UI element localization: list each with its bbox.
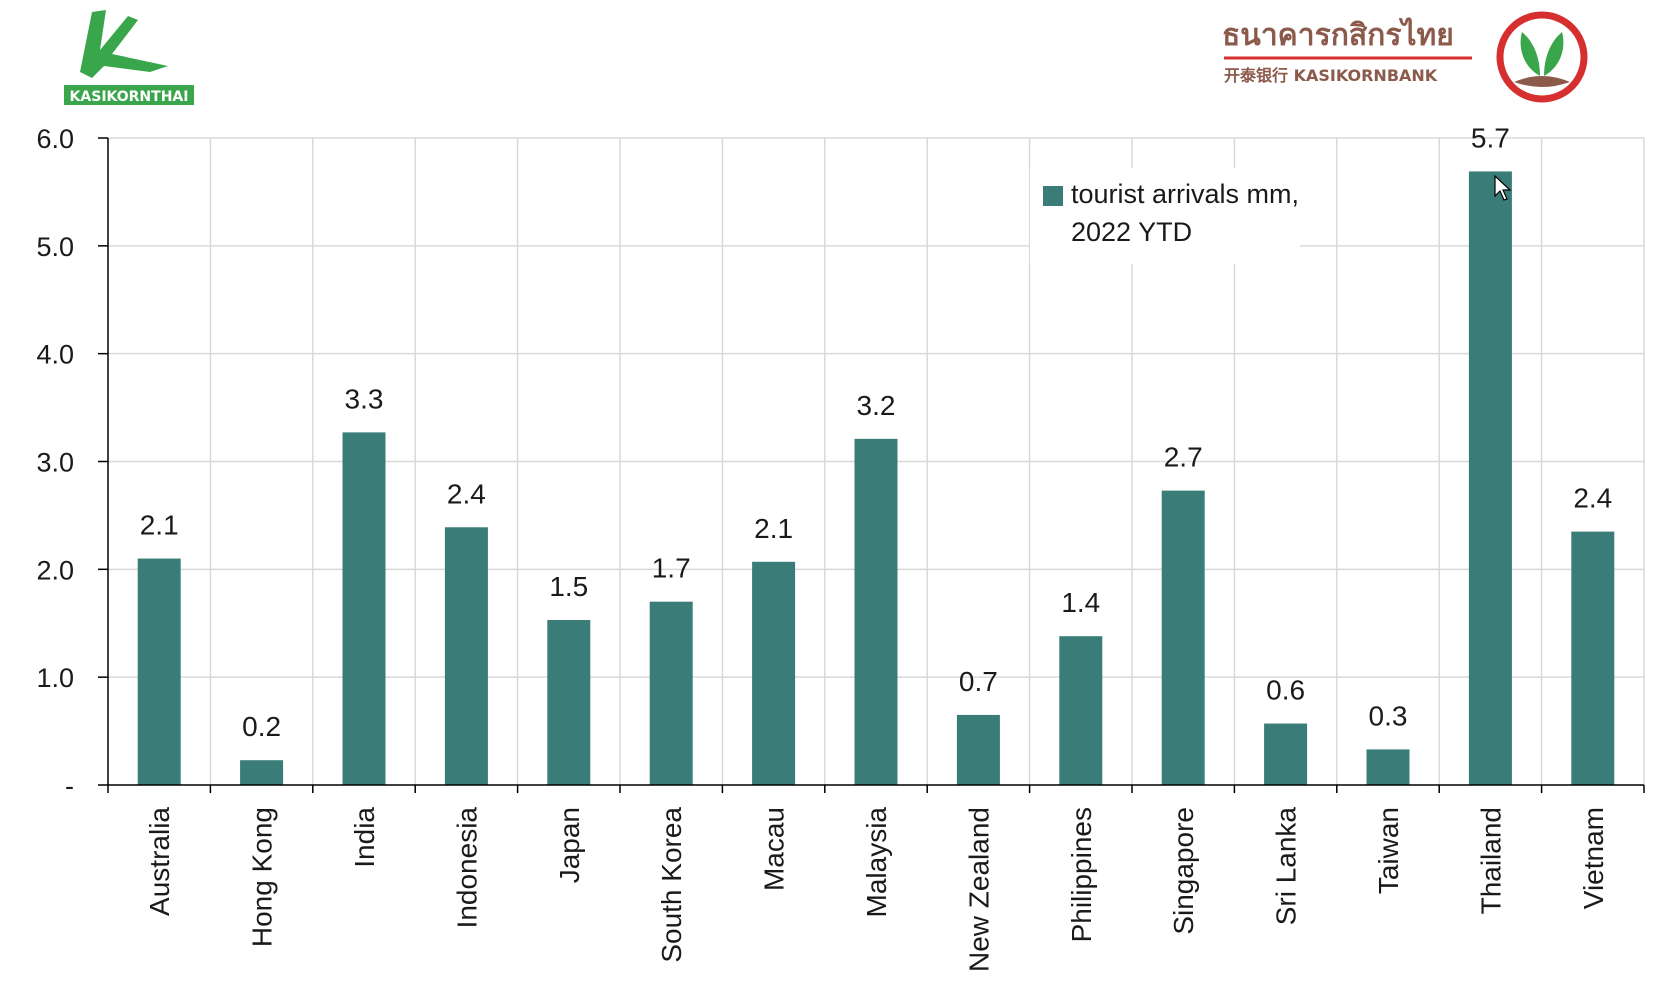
x-tick-label: Vietnam: [1578, 807, 1609, 909]
x-tick-label: Indonesia: [451, 807, 482, 929]
legend-background: [1030, 168, 1300, 264]
bar-sri-lanka: [1264, 723, 1308, 785]
bar-singapore: [1161, 490, 1205, 785]
y-tick-label: 5.0: [36, 232, 74, 262]
data-label: 0.7: [959, 666, 998, 697]
logo-emblem-leaf-left: [1520, 32, 1540, 76]
data-label: 3.3: [345, 383, 384, 414]
x-tick-label: South Korea: [656, 807, 687, 963]
y-tick-label: 1.0: [36, 663, 74, 693]
data-label: 2.1: [140, 510, 179, 541]
x-tick-label: Malaysia: [861, 807, 892, 918]
bar-macau: [752, 561, 796, 785]
x-tick-label: Philippines: [1066, 807, 1097, 942]
x-tick-label: Macau: [759, 807, 790, 891]
x-tick-label: Sri Lanka: [1271, 807, 1302, 926]
bar-taiwan: [1366, 749, 1410, 785]
x-tick-label: India: [349, 807, 380, 868]
bars: [137, 171, 1615, 785]
data-label: 1.4: [1061, 587, 1100, 618]
bar-indonesia: [444, 527, 488, 785]
bar-thailand: [1468, 171, 1512, 785]
bar-india: [342, 432, 386, 785]
data-label: 0.2: [242, 711, 281, 742]
x-tick-label: Taiwan: [1373, 807, 1404, 894]
cursor-icon: [1494, 174, 1512, 201]
x-tick-label: New Zealand: [963, 807, 994, 972]
legend-label-line1: tourist arrivals mm,: [1071, 179, 1299, 209]
data-label: 2.1: [754, 513, 793, 544]
data-label: 5.7: [1471, 122, 1510, 153]
x-tick-label: Japan: [554, 807, 585, 883]
legend-swatch: [1043, 186, 1063, 206]
y-tick-label: 6.0: [36, 124, 74, 154]
bar-vietnam: [1571, 531, 1615, 785]
x-tick-label: Australia: [144, 807, 175, 916]
data-label: 2.7: [1164, 442, 1203, 473]
kasikornthai-logo: KASIKORNTHAI: [64, 10, 194, 105]
x-tick-label: Hong Kong: [247, 807, 278, 947]
data-label: 0.3: [1369, 700, 1408, 731]
data-label: 0.6: [1266, 675, 1305, 706]
data-labels: 2.1 0.2 3.3 2.4 1.5 1.7 2.1 3.2 0.7 1.4 2.7 0.6 0.3 5…: [140, 122, 1613, 742]
y-tick-label: 3.0: [36, 448, 74, 478]
y-axis: - 1.0 2.0 3.0 4.0 5.0 6.0: [36, 124, 109, 801]
logo-label-box: [64, 85, 194, 105]
bar-philippines: [1059, 636, 1103, 785]
logo-k-mark: [80, 10, 168, 78]
x-tick-label: Singapore: [1168, 807, 1199, 935]
data-label: 2.4: [1573, 483, 1612, 514]
legend: tourist arrivals mm, 2022 YTD: [1030, 168, 1300, 264]
bar-australia: [137, 558, 181, 785]
x-axis: Australia Hong Kong India Indonesia Japan Sou…: [107, 784, 1645, 972]
data-label: 3.2: [857, 390, 896, 421]
y-tick-label: 2.0: [36, 555, 74, 585]
bar-malaysia: [854, 438, 898, 785]
bar-south-korea: [649, 601, 693, 785]
y-tick-label: 4.0: [36, 340, 74, 370]
kasikornbank-logo: ธนาคารกสิกรไทย 开泰银行 KASIKORNBANK: [1222, 11, 1588, 103]
data-label: 1.5: [549, 571, 588, 602]
bar-new-zealand: [956, 714, 1000, 785]
bar-hong-kong: [240, 760, 284, 785]
bar-japan: [547, 620, 591, 785]
data-label: 1.7: [652, 553, 691, 584]
y-tick-label: -: [65, 771, 74, 801]
logo-emblem-leaf-right: [1544, 32, 1564, 76]
data-label: 2.4: [447, 478, 486, 509]
logo-label-text: KASIKORNTHAI: [70, 89, 189, 105]
logo-emblem-ring: [1496, 11, 1588, 103]
x-tick-label: Thailand: [1475, 807, 1506, 914]
legend-label-line2: 2022 YTD: [1071, 217, 1192, 247]
logo-sub-text: 开泰银行 KASIKORNBANK: [1224, 66, 1438, 85]
logo-thai-text: ธนาคารกสิกรไทย: [1222, 17, 1454, 53]
logo-emblem-base: [1514, 76, 1570, 87]
